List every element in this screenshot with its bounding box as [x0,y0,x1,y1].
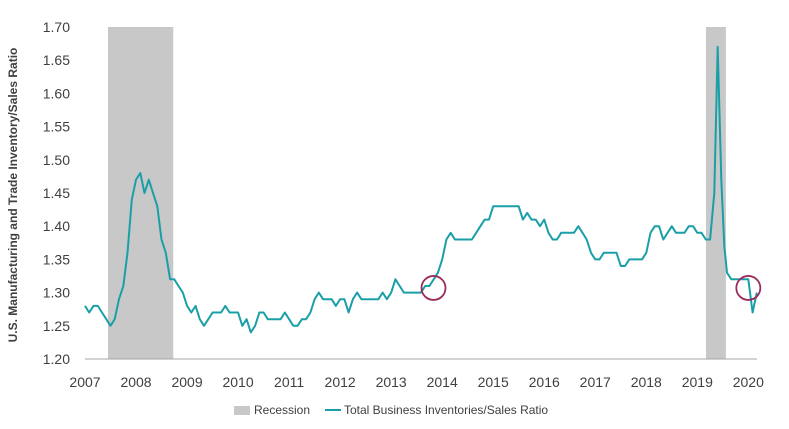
y-tick-label-10: 1.70 [43,19,70,35]
legend: Recession Total Business Inventories/Sal… [234,403,548,417]
recession-bands [107,27,726,359]
x-tick-label-12: 2019 [682,374,713,390]
x-tick-label-7: 2014 [427,374,458,390]
highlight-circle-1 [735,275,762,301]
series-lines [84,45,758,334]
y-tick-labels: 1.20 1.25 1.30 1.35 1.40 1.45 1.50 1.55 1.60 1.65… [43,19,70,367]
highlight-circle-0 [420,275,447,301]
x-tick-labels: 2007 2008 2009 2010 2011 2012 2013 2014 2015 2016… [69,374,764,390]
y-tick-label-2: 1.30 [43,285,70,301]
recession-band-1 [705,27,726,359]
highlight-circles [420,275,762,301]
series-line-0 [84,45,758,334]
legend-recession-swatch [234,406,250,415]
y-tick-label-6: 1.50 [43,152,70,168]
y-tick-label-4: 1.40 [43,218,70,234]
y-tick-label-5: 1.45 [43,185,70,201]
legend-recession-label: Recession [254,403,310,417]
y-tick-label-9: 1.65 [43,52,70,68]
x-tick-label-6: 2013 [376,374,407,390]
y-axis-label: U.S. Manufacturing and Trade Inventory/S… [6,48,20,343]
y-tick-label-0: 1.20 [43,351,70,367]
x-tick-label-4: 2011 [274,374,304,390]
x-tick-label-1: 2008 [120,374,151,390]
y-tick-label-7: 1.55 [43,119,70,135]
x-tick-label-13: 2020 [733,374,764,390]
x-tick-label-5: 2012 [325,374,356,390]
legend-series-label: Total Business Inventories/Sales Ratio [344,403,548,417]
x-tick-label-0: 2007 [69,374,100,390]
x-tick-label-9: 2016 [529,374,560,390]
x-tick-label-8: 2015 [478,374,509,390]
x-tick-label-11: 2018 [631,374,662,390]
x-tick-label-3: 2010 [222,374,253,390]
y-tick-label-1: 1.25 [43,318,70,334]
x-tick-label-2: 2009 [171,374,202,390]
y-tick-label-3: 1.35 [43,251,70,267]
x-tick-label-10: 2017 [580,374,611,390]
y-tick-label-8: 1.60 [43,85,70,101]
